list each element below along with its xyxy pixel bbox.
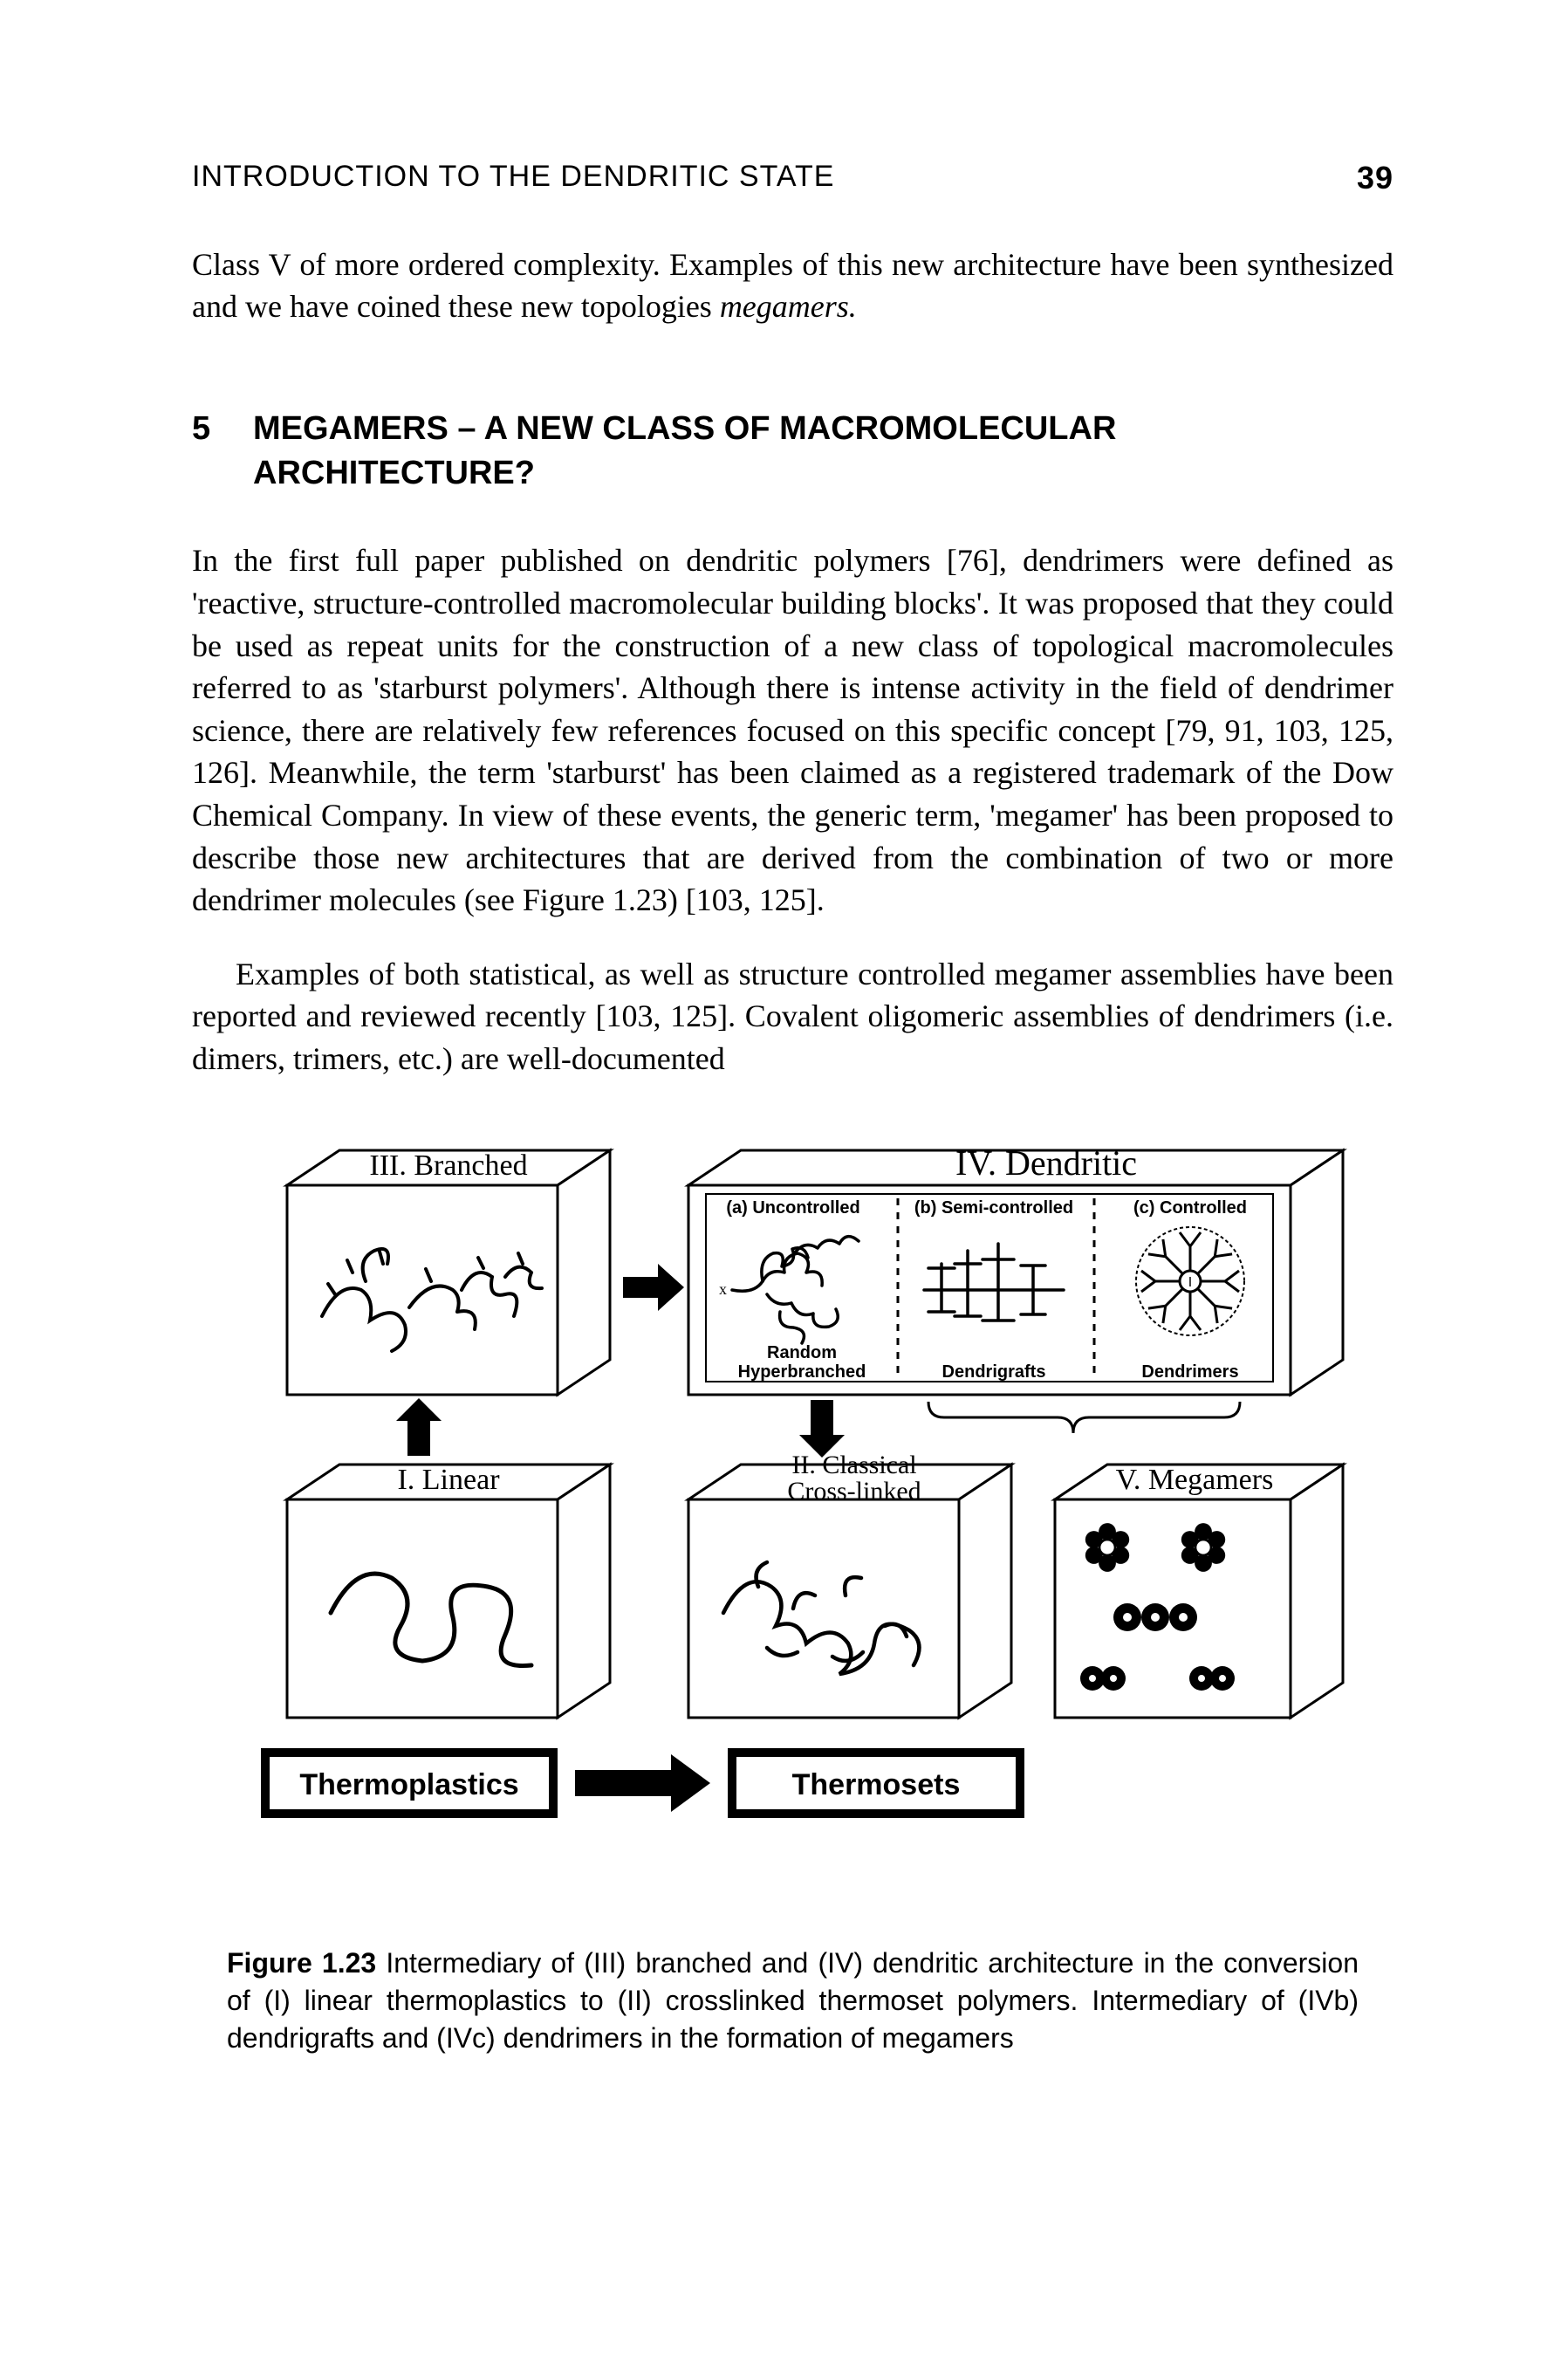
caption-label: Figure 1.23 [227,1947,376,1979]
box-v-megamers: V. Megamers [1055,1464,1343,1718]
box-iv-dendritic: IV. Dendritic (a) Uncontrolled (b) Semi-… [688,1143,1343,1395]
lead-paragraph: Class V of more ordered complexity. Exam… [192,244,1393,328]
lead-text-b: megamers. [720,289,857,324]
page-number: 39 [1357,157,1393,200]
running-head: INTRODUCTION TO THE DENDRITIC STATE 39 [192,157,1393,200]
section-heading: 5 MEGAMERS – A NEW CLASS OF MACROMOLECUL… [192,407,1393,497]
brace-iv-to-v [928,1402,1240,1433]
iv-a-label1: Random [767,1343,837,1362]
arrow-thermo [575,1754,710,1812]
paragraph-2: Examples of both statistical, as well as… [192,953,1393,1081]
svg-text:x: x [719,1280,727,1298]
iv-a-head: (a) Uncontrolled [726,1198,859,1218]
box-i-title: I. Linear [397,1464,500,1496]
thermoplastics-box: Thermoplastics [265,1753,553,1814]
figure-caption: Figure 1.23 Intermediary of (III) branch… [192,1945,1393,2058]
section-number: 5 [192,407,253,497]
page: INTRODUCTION TO THE DENDRITIC STATE 39 C… [0,0,1568,2360]
arrow-i-iii-up [396,1398,442,1456]
box-v-title: V. Megamers [1115,1464,1273,1496]
box-iv-title: IV. Dendritic [955,1143,1136,1183]
svg-text:I: I [1188,1275,1191,1290]
running-title: INTRODUCTION TO THE DENDRITIC STATE [192,157,834,200]
arrow-iii-to-iv [623,1264,684,1311]
section-title: MEGAMERS – A NEW CLASS OF MACROMOLECULAR… [253,407,1393,497]
box-iii-title: III. Branched [369,1149,527,1182]
iv-c-label: Dendrimers [1141,1362,1238,1382]
box-ii-crosslinked: II. Classical Cross-linked [688,1451,1011,1718]
iv-b-head: (b) Semi-controlled [914,1198,1072,1218]
caption-text: Intermediary of (III) branched and (IV) … [227,1947,1359,2054]
arrow-iv-ii-down [799,1400,845,1458]
box-i-linear: I. Linear [287,1464,610,1718]
box-iii-branched: III. Branched [287,1149,610,1395]
figure-svg: III. Branched IV. Dendritic [235,1124,1352,1910]
box-ii-title-a: II. Classical [791,1451,916,1479]
thermosets-box: Thermosets [732,1753,1020,1814]
iv-c-head: (c) Controlled [1133,1198,1247,1218]
paragraph-1: In the first full paper published on den… [192,539,1393,921]
thermoplastics-label: Thermoplastics [299,1768,518,1801]
iv-b-label: Dendrigrafts [941,1362,1045,1382]
box-ii-title-b: Cross-linked [787,1477,921,1506]
figure-1-23: III. Branched IV. Dendritic [192,1124,1393,1910]
iv-a-label2: Hyperbranched [737,1362,866,1382]
thermosets-label: Thermosets [791,1768,960,1801]
